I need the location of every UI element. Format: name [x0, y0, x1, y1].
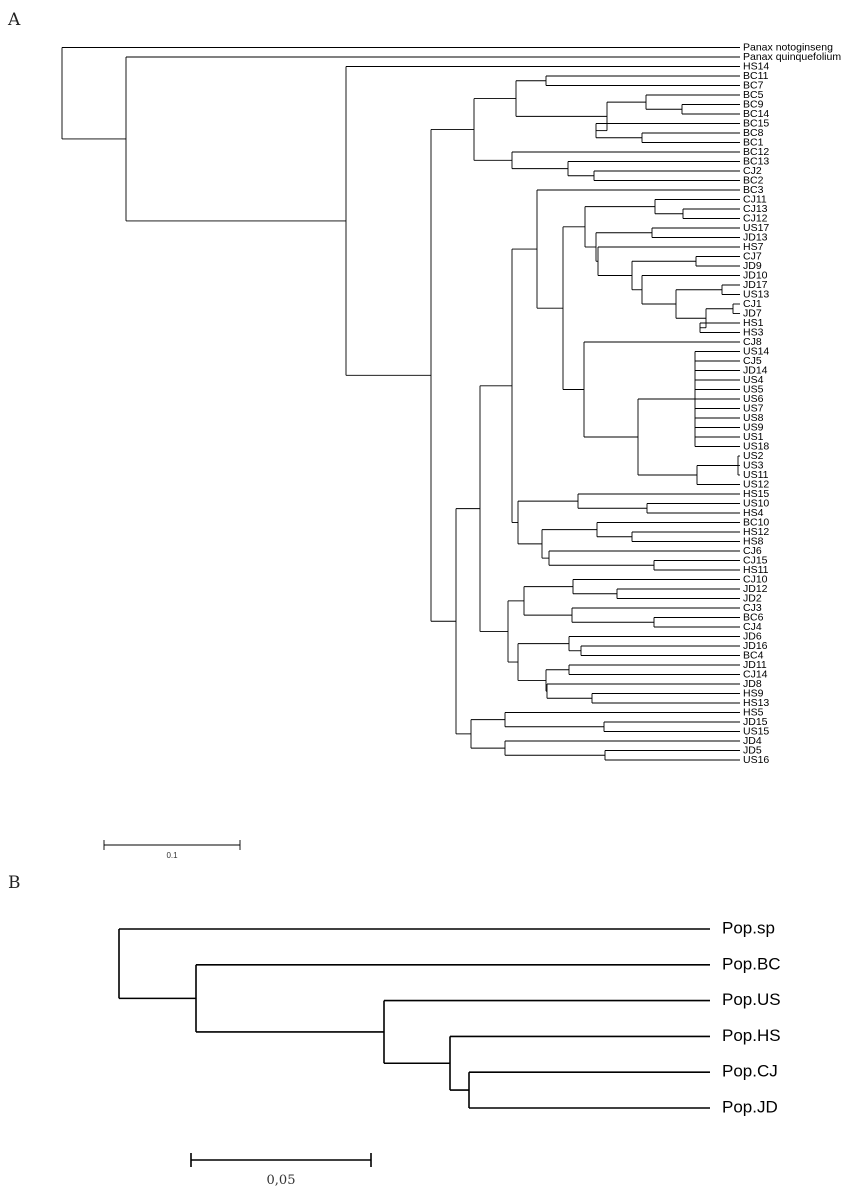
leaf-label: JD16 [743, 640, 768, 652]
leaf-label: JD5 [743, 744, 762, 756]
leaf-label: BC15 [743, 117, 769, 129]
leaf-label: CJ6 [743, 545, 762, 557]
leaf-label: HS14 [743, 60, 769, 72]
leaf-label: US1 [743, 431, 764, 443]
leaf-label: US2 [743, 450, 764, 462]
leaf-label: CJ14 [743, 668, 768, 680]
scale-bar-b: 0,05 [190, 1153, 372, 1188]
leaf-label: BC9 [743, 98, 764, 110]
leaf-label: BC14 [743, 108, 769, 120]
scale-bar-a: 0.1 [103, 840, 241, 860]
leaf-label: BC11 [743, 70, 769, 82]
leaf-label: HS7 [743, 241, 764, 253]
leaf-label: CJ10 [743, 573, 768, 585]
tree-b: Pop.sp Pop.BC Pop.US Pop.HS Pop.CJ Pop.JD [118, 918, 781, 1116]
leaf-label: HS9 [743, 687, 764, 699]
leaf-label: CJ11 [743, 193, 767, 205]
leaf-label: US12 [743, 478, 769, 490]
leaf-label: US15 [743, 725, 769, 737]
leaf-label: US5 [743, 383, 764, 395]
leaf-label: JD6 [743, 630, 762, 642]
leaf-label: CJ5 [743, 355, 762, 367]
leaf-label: US11 [743, 469, 769, 481]
leaf-label: BC1 [743, 136, 764, 148]
leaf-label: US14 [743, 345, 769, 357]
leaf-label: US8 [743, 412, 764, 424]
panel-a-letter: A [7, 10, 21, 30]
leaf-label: Pop.CJ [722, 1062, 778, 1081]
leaf-label: HS3 [743, 326, 764, 338]
leaf-label: Pop.HS [722, 1026, 781, 1045]
leaf-label: US7 [743, 402, 764, 414]
leaf-label: CJ3 [743, 602, 762, 614]
leaf-label: US3 [743, 459, 764, 471]
leaf-label: CJ12 [743, 212, 768, 224]
leaf-label: Panax quinquefolium [743, 51, 841, 63]
leaf-label: JD11 [743, 659, 767, 671]
leaf-label: HS8 [743, 535, 764, 547]
leaf-label: HS5 [743, 706, 764, 718]
leaf-label: BC3 [743, 184, 764, 196]
leaf-label: JD9 [743, 260, 762, 272]
leaf-label: US9 [743, 421, 764, 433]
leaf-label: Pop.JD [722, 1097, 778, 1116]
leaf-label: CJ15 [743, 554, 768, 566]
leaf-label: HS1 [743, 317, 764, 329]
leaf-label: JD4 [743, 735, 762, 747]
leaf-label: Pop.BC [722, 954, 781, 973]
leaf-label: US10 [743, 497, 769, 509]
leaf-label: CJ13 [743, 203, 768, 215]
leaf-label: JD13 [743, 231, 768, 243]
leaf-label: BC10 [743, 516, 769, 528]
leaf-label: CJ1 [743, 298, 762, 310]
leaf-label: JD12 [743, 583, 768, 595]
leaf-label: US16 [743, 754, 769, 766]
leaf-label: CJ7 [743, 250, 762, 262]
leaf-label: BC5 [743, 89, 764, 101]
leaf-label: US17 [743, 222, 769, 234]
leaf-label: Pop.sp [722, 918, 775, 937]
leaf-label: JD7 [743, 307, 762, 319]
leaf-label: BC6 [743, 611, 764, 623]
leaf-label: HS13 [743, 697, 769, 709]
leaf-label: HS15 [743, 488, 769, 500]
leaf-label: US13 [743, 288, 769, 300]
leaf-label: JD17 [743, 279, 768, 291]
leaf-label: JD15 [743, 716, 768, 728]
leaf-label: BC8 [743, 127, 764, 139]
leaf-label: CJ4 [743, 621, 762, 633]
leaf-label: BC2 [743, 174, 764, 186]
leaf-label: Pop.US [722, 990, 781, 1009]
leaf-label: BC7 [743, 79, 764, 91]
leaf-label: CJ2 [743, 165, 762, 177]
leaf-label: JD14 [743, 364, 768, 376]
leaf-label: US4 [743, 374, 764, 386]
leaf-label: JD8 [743, 678, 762, 690]
panel-b-letter: B [8, 873, 21, 893]
leaf-label: JD2 [743, 592, 762, 604]
leaf-label: HS11 [743, 564, 769, 576]
leaf-label: JD10 [743, 269, 768, 281]
scale-bar-b-label: 0,05 [267, 1173, 296, 1188]
leaf-label: US6 [743, 393, 764, 405]
leaf-label: HS12 [743, 526, 769, 538]
leaf-label: CJ8 [743, 336, 762, 348]
leaf-label: BC12 [743, 146, 769, 158]
leaf-label: BC13 [743, 155, 769, 167]
leaf-label: Panax notoginseng [743, 41, 833, 53]
scale-bar-a-label: 0.1 [166, 851, 178, 860]
leaf-label: US18 [743, 440, 769, 452]
leaf-label: BC4 [743, 649, 764, 661]
leaf-label: HS4 [743, 507, 764, 519]
